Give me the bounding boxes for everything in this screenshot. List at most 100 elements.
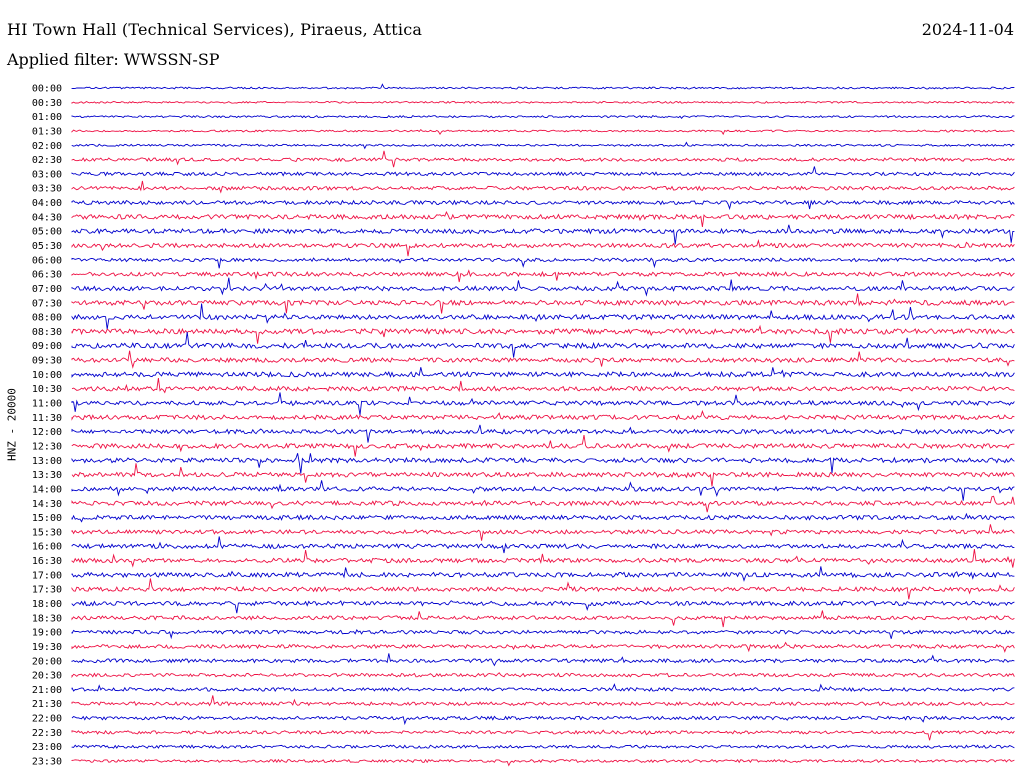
trace-line [71, 629, 1015, 640]
time-tick-label: 00:00 [32, 84, 62, 95]
trace-line [71, 512, 1015, 523]
time-tick-label: 14:30 [32, 499, 62, 510]
trace-line [71, 424, 1015, 443]
time-tick-label: 19:00 [32, 628, 62, 639]
trace-line [71, 409, 1015, 421]
time-tick-label: 00:30 [32, 98, 62, 109]
time-tick-label: 17:30 [32, 585, 62, 596]
trace-line [71, 277, 1015, 297]
time-tick-label: 01:00 [32, 112, 62, 123]
time-tick-label: 04:00 [32, 198, 62, 209]
time-tick-label: 20:00 [32, 656, 62, 667]
time-tick-label: 10:30 [32, 384, 62, 395]
time-tick-label: 12:30 [32, 441, 62, 452]
trace-line [71, 239, 1015, 257]
trace-line [71, 480, 1015, 501]
time-tick-label: 21:30 [32, 699, 62, 710]
trace-line [71, 83, 1015, 90]
time-tick-label: 19:30 [32, 642, 62, 653]
trace-line [71, 536, 1015, 554]
time-tick-label: 09:30 [32, 356, 62, 367]
trace-line [71, 672, 1015, 679]
trace-line [71, 324, 1015, 344]
trace-line [71, 180, 1015, 194]
trace-line [71, 150, 1015, 168]
time-tick-label: 03:30 [32, 184, 62, 195]
trace-line [71, 367, 1015, 378]
trace-line [71, 715, 1015, 726]
trace-line [71, 128, 1015, 136]
time-tick-label: 22:30 [32, 728, 62, 739]
time-tick-label: 16:00 [32, 542, 62, 553]
trace-line [71, 199, 1015, 211]
time-tick-label: 03:00 [32, 169, 62, 180]
time-tick-label: 23:00 [32, 742, 62, 753]
trace-line [71, 453, 1015, 474]
time-tick-label: 21:00 [32, 685, 62, 696]
trace-line [71, 435, 1015, 457]
trace-line [71, 392, 1015, 416]
trace-line [71, 141, 1015, 150]
time-tick-label: 02:00 [32, 141, 62, 152]
time-tick-label: 13:00 [32, 456, 62, 467]
time-tick-label: 20:30 [32, 671, 62, 682]
time-tick-label: 15:00 [32, 513, 62, 524]
trace-line [71, 578, 1015, 600]
time-tick-label: 06:30 [32, 270, 62, 281]
trace-line [71, 332, 1015, 358]
time-tick-label: 16:30 [32, 556, 62, 567]
time-tick-label: 11:30 [32, 413, 62, 424]
time-tick-label: 15:30 [32, 527, 62, 538]
time-tick-label: 17:00 [32, 570, 62, 581]
trace-line [71, 377, 1015, 394]
trace-line [71, 350, 1015, 369]
trace-line [71, 695, 1015, 707]
trace-line [71, 610, 1015, 628]
trace-line [71, 566, 1015, 582]
time-tick-label: 07:00 [32, 284, 62, 295]
trace-line [71, 549, 1015, 568]
time-tick-label: 18:30 [32, 613, 62, 624]
time-tick-label: 08:30 [32, 327, 62, 338]
trace-line [71, 524, 1015, 541]
time-tick-label: 08:00 [32, 313, 62, 324]
trace-line [71, 166, 1015, 177]
trace-line [71, 303, 1015, 330]
trace-line [71, 600, 1015, 614]
time-tick-label: 22:00 [32, 714, 62, 725]
trace-line [71, 495, 1015, 513]
trace-line [71, 100, 1015, 104]
trace-line [71, 744, 1015, 749]
trace-line [71, 463, 1015, 487]
time-tick-label: 02:30 [32, 155, 62, 166]
trace-line [71, 683, 1015, 693]
time-tick-label: 13:30 [32, 470, 62, 481]
time-tick-label: 23:30 [32, 757, 62, 768]
trace-line [71, 224, 1015, 245]
time-tick-label: 10:00 [32, 370, 62, 381]
time-tick-label: 11:00 [32, 399, 62, 410]
time-tick-label: 14:00 [32, 484, 62, 495]
trace-line [71, 293, 1015, 314]
time-tick-label: 18:00 [32, 599, 62, 610]
trace-line [71, 269, 1015, 283]
trace-line [71, 211, 1015, 227]
time-tick-label: 05:30 [32, 241, 62, 252]
time-tick-label: 05:00 [32, 227, 62, 238]
time-tick-label: 07:30 [32, 298, 62, 309]
trace-line [71, 729, 1015, 741]
time-tick-label: 12:00 [32, 427, 62, 438]
trace-line [71, 653, 1015, 667]
station-title: HI Town Hall (Technical Services), Pirae… [7, 20, 423, 39]
trace-line [71, 758, 1015, 767]
date-label: 2024-11-04 [921, 20, 1014, 39]
time-tick-label: 09:00 [32, 341, 62, 352]
time-tick-label: 06:00 [32, 255, 62, 266]
trace-line [71, 641, 1015, 653]
filter-label: Applied filter: WWSSN-SP [7, 50, 220, 69]
trace-line [71, 257, 1015, 269]
trace-line [71, 115, 1015, 120]
time-tick-label: 04:30 [32, 212, 62, 223]
time-tick-label: 01:30 [32, 126, 62, 137]
